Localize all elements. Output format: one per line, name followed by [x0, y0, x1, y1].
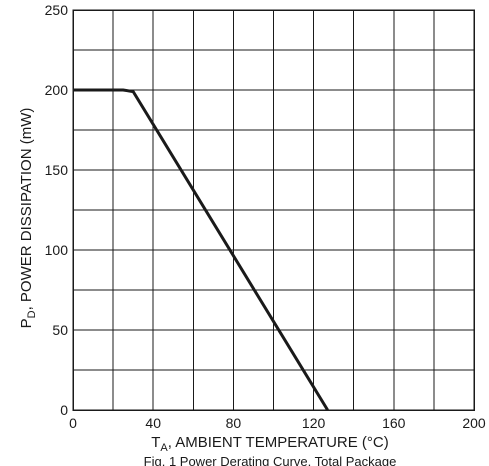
power-derating-line — [73, 88, 329, 411]
x-tick-label: 0 — [69, 415, 77, 431]
y-tick-labels: 0 50 100 150 200 250 — [45, 2, 69, 418]
figure-caption: Fig. 1 Power Derating Curve, Total Packa… — [144, 454, 397, 466]
x-tick-label: 40 — [145, 415, 161, 431]
series-layer — [73, 88, 329, 411]
x-tick-labels: 0 40 80 120 160 200 — [69, 415, 486, 431]
y-tick-label: 250 — [45, 2, 69, 18]
x-axis-title: TA, AMBIENT TEMPERATURE (°C) — [151, 434, 389, 454]
plot-frame — [72, 9, 475, 411]
x-tick-label: 80 — [226, 415, 242, 431]
x-axis-title-subscript: A — [160, 442, 168, 454]
y-tick-label: 200 — [45, 82, 69, 98]
y-axis-title-subscript: D — [26, 310, 38, 318]
y-tick-label: 0 — [60, 402, 68, 418]
y-tick-label: 50 — [52, 322, 68, 338]
x-tick-label: 120 — [302, 415, 326, 431]
y-tick-label: 100 — [45, 242, 69, 258]
y-tick-label: 150 — [45, 162, 69, 178]
x-tick-label: 160 — [382, 415, 406, 431]
x-tick-label: 200 — [462, 415, 486, 431]
grid — [73, 10, 474, 410]
y-axis-title: PD, POWER DISSIPATION (mW) — [18, 108, 38, 329]
